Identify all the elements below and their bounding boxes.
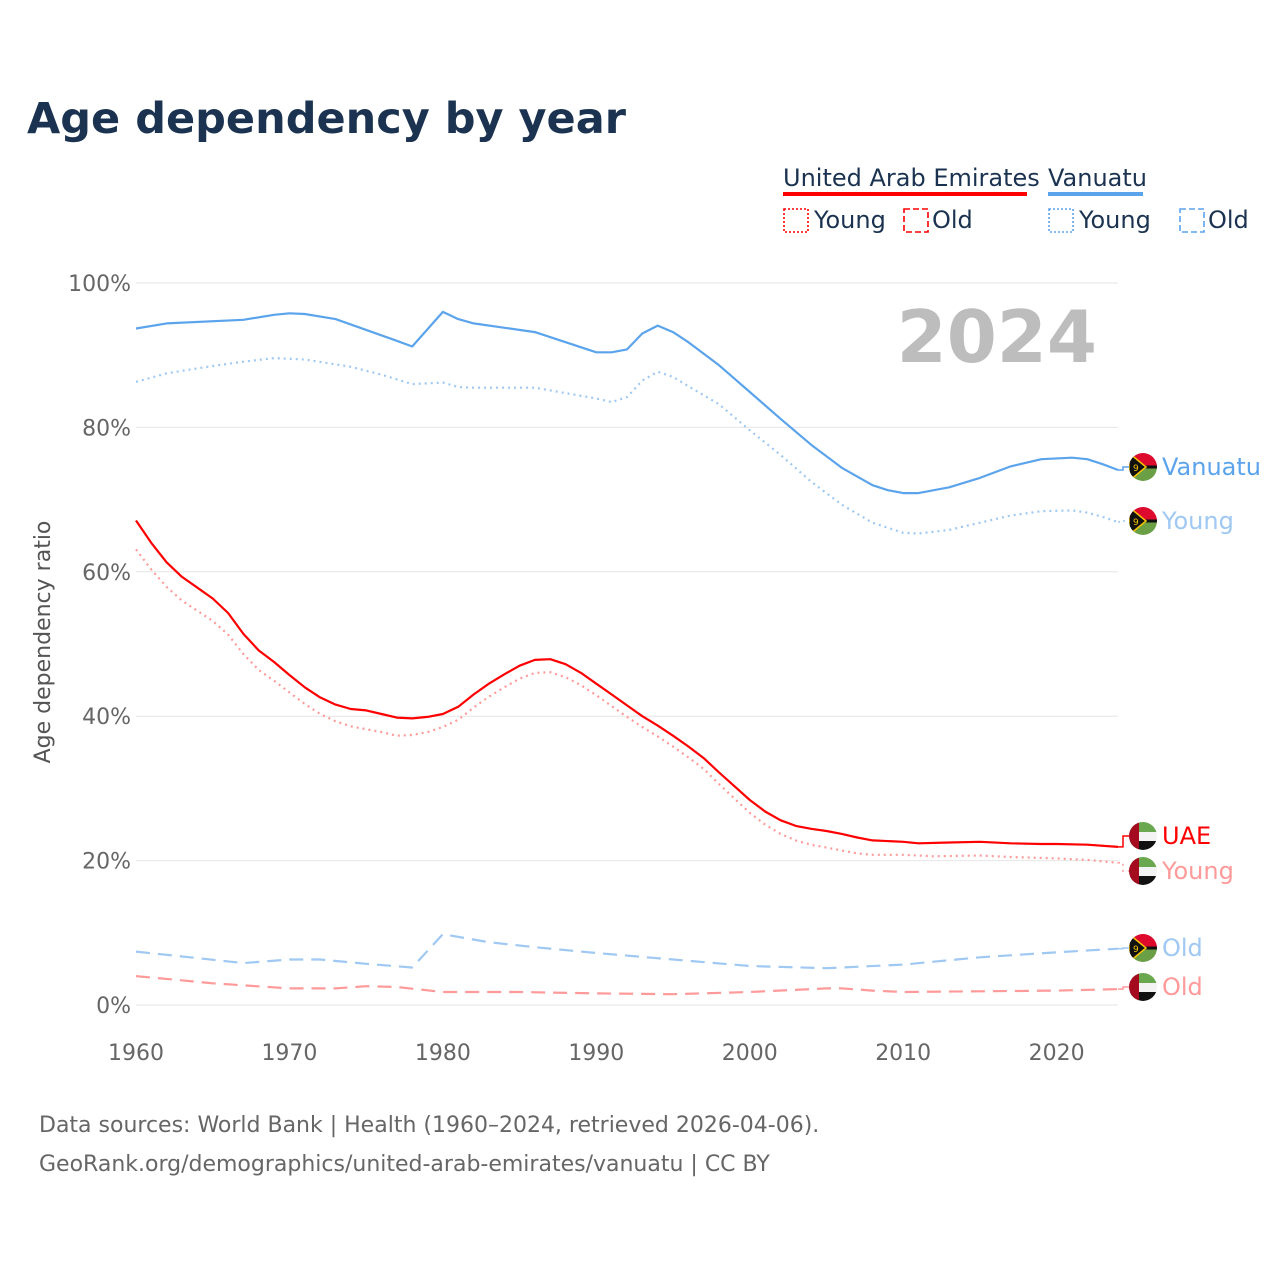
- uae-flag-icon: [1129, 822, 1157, 850]
- end-label: Vanuatu: [1162, 453, 1261, 481]
- year-label: 2024: [897, 295, 1097, 379]
- x-tick-label: 2010: [875, 1041, 931, 1066]
- x-tick-label: 1970: [261, 1041, 317, 1066]
- footer-link[interactable]: GeoRank.org/demographics/united-arab-emi…: [39, 1152, 770, 1177]
- flag-stripe: [1129, 973, 1139, 1001]
- legend-old-label: Old: [932, 206, 973, 234]
- end-label: Old: [1162, 973, 1203, 1001]
- flag-stripe: [1129, 822, 1157, 832]
- legend-group-title: Vanuatu: [1048, 164, 1147, 192]
- end-labels: 9 Vanuatu 9 Young 9 Old UAE Young Old: [1118, 453, 1261, 1001]
- x-tick-label: 1980: [415, 1041, 471, 1066]
- series-lines: [135, 310, 1119, 996]
- vanuatu-flag-icon: 9: [1129, 934, 1157, 962]
- series-line-united-arab-emirates-old: [135, 975, 1119, 996]
- label-connector: [1118, 835, 1130, 848]
- series-line-vanuatu-young: [135, 357, 1119, 535]
- vanuatu-flag-icon: 9: [1129, 507, 1157, 535]
- label-connector: [1118, 947, 1130, 950]
- y-tick-label: 40%: [82, 705, 131, 730]
- label-connector: [1118, 862, 1130, 872]
- end-label: Young: [1161, 507, 1234, 535]
- y-axis-label: Age dependency ratio: [31, 521, 56, 764]
- end-label: Old: [1162, 934, 1203, 962]
- flag-triangle: [1129, 934, 1148, 962]
- y-tick-label: 0%: [96, 994, 131, 1019]
- y-tick-label: 100%: [68, 272, 131, 297]
- flag-stripe: [1129, 822, 1139, 850]
- flag-stripe: [1129, 857, 1157, 867]
- x-tick-label: 1990: [568, 1041, 624, 1066]
- legend-group-title: United Arab Emirates: [783, 164, 1040, 192]
- label-connector: [1118, 466, 1130, 471]
- series-line-vanuatu-old: [135, 933, 1119, 970]
- x-tick-label: 1960: [108, 1041, 164, 1066]
- flag-stripe: [1129, 992, 1157, 1001]
- label-connector: [1118, 986, 1130, 990]
- legend-young-swatch: [783, 208, 809, 233]
- flag-stripe: [1129, 876, 1157, 885]
- chart-title: Age dependency by year: [27, 94, 627, 144]
- flag-stripe: [1129, 857, 1139, 885]
- uae-flag-icon: [1129, 857, 1157, 885]
- footer-source: Data sources: World Bank | Health (1960–…: [39, 1113, 819, 1138]
- gridlines: 0% 20% 40% 60% 80% 100% 1960 1970 1980 1990 2000 20…: [68, 272, 1118, 1066]
- end-label: Young: [1161, 857, 1234, 885]
- flag-triangle: [1129, 507, 1148, 535]
- legend: United Arab Emirates Young Old Vanuatu Young…: [783, 164, 1249, 234]
- legend-young-label: Young: [1078, 206, 1151, 234]
- label-connector: [1118, 520, 1130, 523]
- flag-stripe: [1129, 983, 1157, 992]
- end-label: UAE: [1162, 822, 1211, 850]
- legend-old-label: Old: [1208, 206, 1249, 234]
- y-tick-label: 80%: [82, 416, 131, 441]
- flag-stripe: [1129, 841, 1157, 850]
- x-tick-label: 2020: [1029, 1041, 1085, 1066]
- vanuatu-flag-icon: 9: [1129, 453, 1157, 481]
- flag-emblem: 9: [1133, 464, 1139, 474]
- x-tick-label: 2000: [722, 1041, 778, 1066]
- flag-stripe: [1129, 973, 1157, 983]
- y-tick-label: 20%: [82, 850, 131, 875]
- uae-flag-icon: [1129, 973, 1157, 1001]
- series-line-vanuatu: [135, 310, 1119, 495]
- legend-group-underline: [1048, 192, 1143, 196]
- flag-emblem: 9: [1133, 518, 1139, 528]
- flag-stripe: [1129, 832, 1157, 841]
- legend-group-underline: [783, 192, 1027, 196]
- legend-young-label: Young: [813, 206, 886, 234]
- series-line-united-arab-emirates: [135, 519, 1119, 848]
- flag-triangle: [1129, 453, 1148, 481]
- flag-emblem: 9: [1133, 945, 1139, 955]
- legend-old-swatch: [903, 208, 929, 233]
- legend-young-swatch: [1048, 208, 1074, 233]
- legend-old-swatch: [1179, 208, 1205, 233]
- y-tick-label: 60%: [82, 561, 131, 586]
- flag-stripe: [1129, 867, 1157, 876]
